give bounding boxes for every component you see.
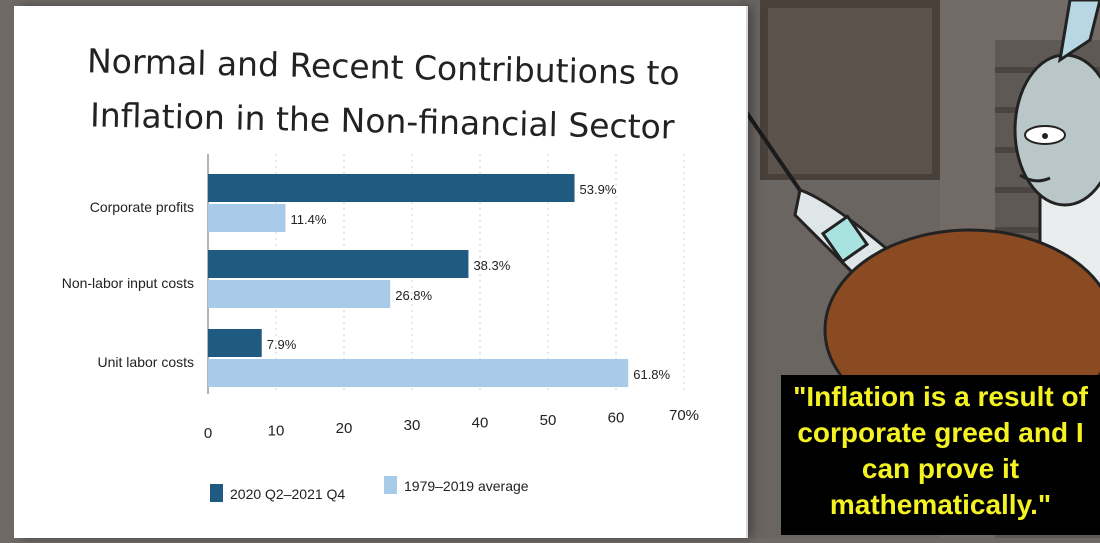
bar [208,329,262,357]
tick-label: 40 [472,415,489,432]
bar [208,359,629,387]
tick-label: 0 [204,425,212,442]
whiteboard: Normal and Recent Contributions to Infla… [14,6,746,538]
data-label: 7.9% [267,337,297,352]
bar [208,250,469,278]
category-label: Non-labor input costs [62,275,194,291]
legend-label: 1979–2019 average [404,478,529,494]
bar [208,204,286,232]
tick-label: 50 [540,412,557,429]
data-label: 38.3% [473,258,510,273]
category-label: Unit labor costs [98,354,194,370]
tick-label: 70% [669,407,699,424]
tick-label: 30 [404,417,421,434]
legend-swatch [210,484,223,502]
tick-label: 20 [336,420,353,437]
data-label: 53.9% [580,182,617,197]
bar [208,174,575,202]
data-label: 26.8% [395,288,432,303]
tick-label: 10 [268,422,285,439]
bar-chart: Corporate profits 53.9% 11.4% Non-labor inp… [62,154,699,502]
data-label: 61.8% [633,367,670,382]
legend-label: 2020 Q2–2021 Q4 [230,486,345,502]
legend-swatch [384,476,397,494]
tick-label: 60 [608,409,625,426]
meme-caption: "Inflation is a result of corporate gree… [781,375,1100,535]
data-label: 11.4% [291,212,327,227]
bar [208,280,391,308]
category-label: Corporate profits [90,199,194,215]
